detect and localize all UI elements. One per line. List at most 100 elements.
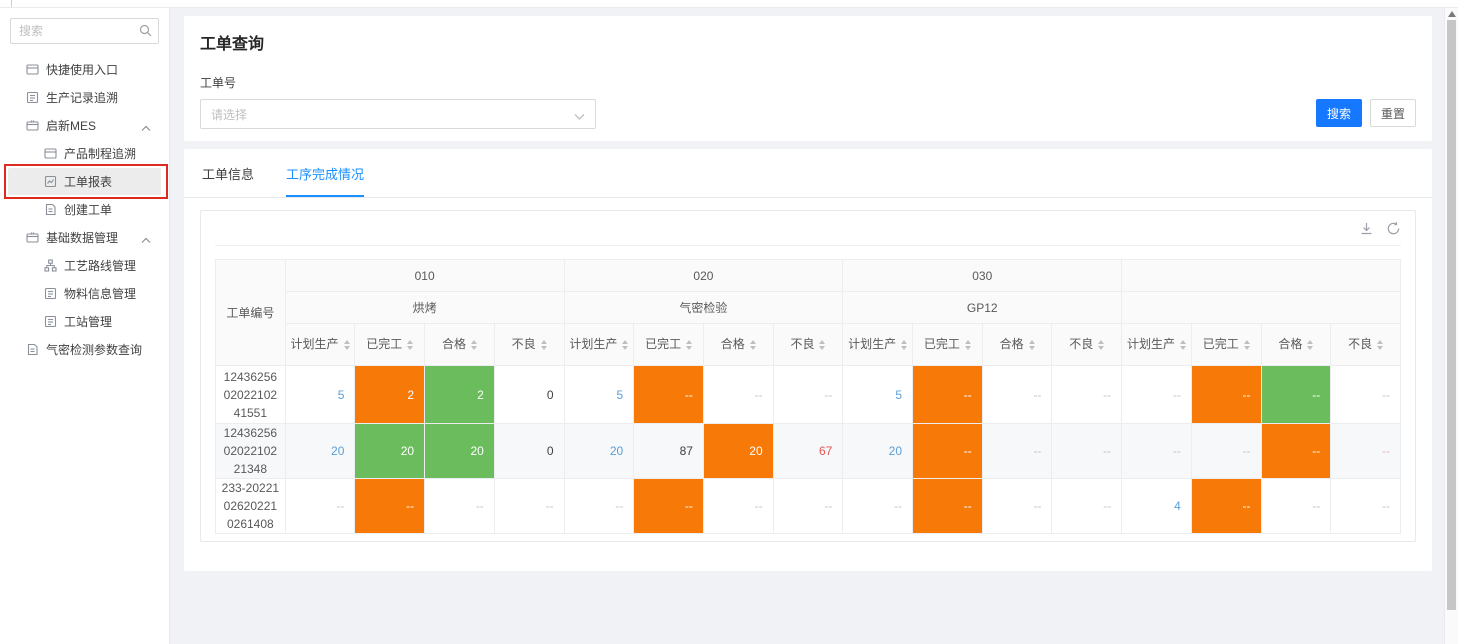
sidebar-item-label: 基础数据管理 xyxy=(46,231,119,245)
value-cell: -- xyxy=(633,478,704,534)
sort-carets-icon[interactable] xyxy=(686,340,693,351)
sort-carets-icon[interactable] xyxy=(470,340,477,351)
chevron-up-icon[interactable] xyxy=(141,233,151,247)
select-placeholder: 请选择 xyxy=(211,107,248,122)
chevron-up-icon[interactable] xyxy=(141,121,151,135)
sub-column-header-g3-1[interactable]: 计划生产 xyxy=(842,323,914,366)
value-cell: 67 xyxy=(772,423,844,479)
sidebar-item-workstation-management[interactable]: 工站管理 xyxy=(8,308,161,335)
value-cell: -- xyxy=(1190,423,1262,479)
reset-button[interactable]: 重置 xyxy=(1369,99,1416,127)
value-cell: -- xyxy=(1330,478,1401,534)
value-cell[interactable]: 5 xyxy=(563,365,635,424)
sub-column-header-g3-3[interactable]: 合格 xyxy=(981,323,1053,366)
sort-carets-icon[interactable] xyxy=(1098,340,1105,351)
value-cell: -- xyxy=(842,478,914,534)
work-order-select[interactable]: 请选择 xyxy=(200,99,596,129)
value-cell[interactable]: 5 xyxy=(284,365,356,424)
value-cell: -- xyxy=(1260,478,1332,534)
value-cell: -- xyxy=(493,478,565,534)
process-code-header-1: 010 xyxy=(284,259,565,292)
value-cell: -- xyxy=(912,478,983,534)
sidebar-item-product-process-trace[interactable]: 产品制程追溯 xyxy=(8,140,161,167)
value-cell: -- xyxy=(424,478,495,534)
sub-column-header-g4-1[interactable]: 计划生产 xyxy=(1121,323,1192,366)
sort-carets-icon[interactable] xyxy=(343,340,350,351)
sub-column-header-g4-3[interactable]: 合格 xyxy=(1260,323,1332,366)
value-cell[interactable]: 5 xyxy=(842,365,914,424)
sidebar-item-qixin-mes[interactable]: 启新MES xyxy=(8,112,161,139)
sort-carets-icon[interactable] xyxy=(749,340,756,351)
sidebar-item-quick-entry[interactable]: 快捷使用入口 xyxy=(8,56,161,83)
sidebar-item-label: 启新MES xyxy=(46,119,97,133)
tab-work-order-info[interactable]: 工单信息 xyxy=(202,166,255,182)
value-cell: -- xyxy=(354,478,426,534)
value-cell: 87 xyxy=(633,423,704,479)
sub-column-header-g2-2[interactable]: 已完工 xyxy=(633,323,704,366)
download-icon[interactable] xyxy=(1359,221,1374,236)
value-cell: -- xyxy=(981,478,1053,534)
value-cell[interactable]: 4 xyxy=(1121,478,1192,534)
value-cell[interactable]: 20 xyxy=(563,423,635,479)
sort-carets-icon[interactable] xyxy=(964,340,971,351)
sidebar-item-process-route-management[interactable]: 工艺路线管理 xyxy=(8,252,161,279)
sort-carets-icon[interactable] xyxy=(1377,340,1384,351)
sidebar-item-production-record-trace[interactable]: 生产记录追溯 xyxy=(8,84,161,111)
sub-column-header-g2-3[interactable]: 合格 xyxy=(702,323,774,366)
sub-column-header-g4-4[interactable]: 不良 xyxy=(1330,323,1401,366)
panel-icon xyxy=(44,147,57,160)
search-button[interactable]: 搜索 xyxy=(1315,99,1362,127)
process-code-header-3: 030 xyxy=(842,259,1123,292)
sort-carets-icon[interactable] xyxy=(1243,340,1250,351)
sort-carets-icon[interactable] xyxy=(1028,340,1035,351)
value-cell: -- xyxy=(1051,478,1123,534)
vertical-scrollbar xyxy=(1444,8,1458,644)
sub-column-header-g1-2[interactable]: 已完工 xyxy=(354,323,426,366)
sort-carets-icon[interactable] xyxy=(622,340,629,351)
scroll-up-arrow[interactable] xyxy=(1448,11,1456,17)
value-cell: -- xyxy=(1190,478,1262,534)
scrollbar-thumb[interactable] xyxy=(1447,20,1456,610)
sub-column-header-g3-2[interactable]: 已完工 xyxy=(912,323,983,366)
sub-column-header-g1-4[interactable]: 不良 xyxy=(493,323,565,366)
value-cell: 2 xyxy=(354,365,426,424)
sub-column-header-g4-2[interactable]: 已完工 xyxy=(1190,323,1262,366)
sub-column-header-g3-4[interactable]: 不良 xyxy=(1051,323,1123,366)
sub-column-header-g2-4[interactable]: 不良 xyxy=(772,323,844,366)
tab-process-completion[interactable]: 工序完成情况 xyxy=(286,149,365,197)
sidebar-item-work-order-report[interactable]: 工单报表 xyxy=(4,164,168,199)
panel-icon xyxy=(26,63,39,76)
value-cell[interactable]: 20 xyxy=(842,423,914,479)
tab-bar: 工单信息 工序完成情况 xyxy=(184,149,1432,198)
sub-column-header-g2-1[interactable]: 计划生产 xyxy=(563,323,635,366)
sidebar-item-create-work-order[interactable]: 创建工单 xyxy=(8,196,161,223)
sidebar-item-airtight-param-query[interactable]: 气密检测参数查询 xyxy=(8,336,161,363)
table-panel: 工单编号 010 020 030 烘烤 气密检验 GP12 计划生产 已完工 合格 不良 计划生产 已完… xyxy=(200,210,1416,542)
sort-carets-icon[interactable] xyxy=(407,340,414,351)
sub-column-header-g1-3[interactable]: 合格 xyxy=(424,323,495,366)
search-input[interactable] xyxy=(10,18,159,44)
value-cell: -- xyxy=(912,365,983,424)
process-name-header-1: 烘烤 xyxy=(284,291,565,324)
doc-icon xyxy=(26,343,39,356)
value-cell: -- xyxy=(1330,423,1401,479)
process-name-header-2: 气密检验 xyxy=(563,291,844,324)
sort-carets-icon[interactable] xyxy=(1307,340,1314,351)
value-cell[interactable]: 20 xyxy=(284,423,356,479)
sort-carets-icon[interactable] xyxy=(1180,340,1186,351)
sort-carets-icon[interactable] xyxy=(540,340,547,351)
refresh-icon[interactable] xyxy=(1386,221,1401,236)
sub-column-header-g1-1[interactable]: 计划生产 xyxy=(284,323,356,366)
table-row: 124362560202210241551 5 2 2 0 5 -- -- -- 5 -- -- -- -… xyxy=(215,365,1401,424)
sidebar-item-label: 产品制程追溯 xyxy=(64,147,137,161)
flow-icon xyxy=(44,259,57,272)
value-cell: -- xyxy=(1121,365,1192,424)
sidebar-item-basic-data-management[interactable]: 基础数据管理 xyxy=(8,224,161,251)
result-card: 工单信息 工序完成情况 工单编号 010 020 030 烘烤 气密检验 GP12 计划生产 已完… xyxy=(184,149,1432,571)
value-cell: -- xyxy=(1260,423,1332,479)
sort-carets-icon[interactable] xyxy=(819,340,826,351)
sort-carets-icon[interactable] xyxy=(901,340,908,351)
work-order-field-label: 工单号 xyxy=(200,76,237,90)
sidebar-item-material-info-management[interactable]: 物料信息管理 xyxy=(8,280,161,307)
